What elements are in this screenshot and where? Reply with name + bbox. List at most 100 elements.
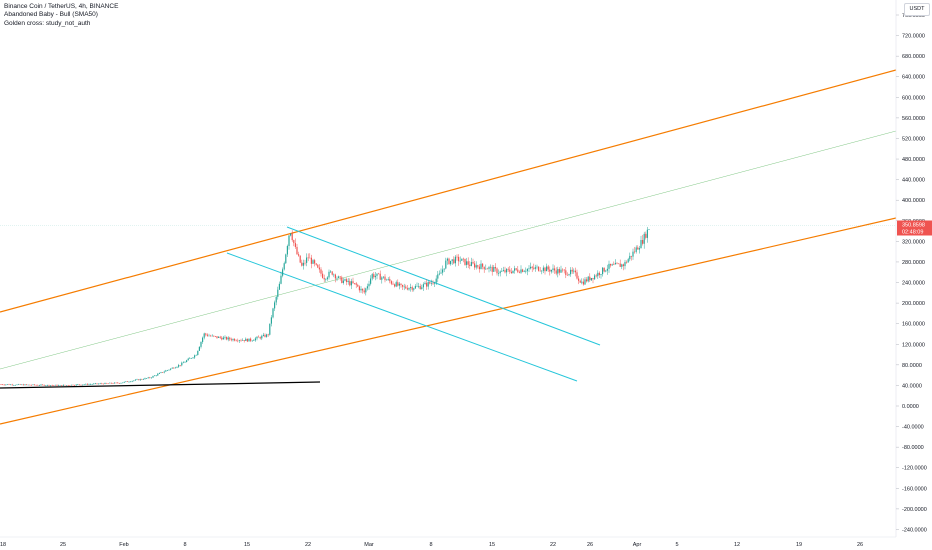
candle-body — [608, 263, 610, 269]
candle-body — [269, 323, 271, 335]
candle-body — [141, 379, 143, 380]
candle-body — [430, 283, 432, 284]
candle-body — [43, 384, 45, 386]
channel-mid-line — [0, 130, 897, 370]
time-label: Mar — [364, 542, 374, 548]
candle-body — [243, 340, 245, 341]
candle-body — [440, 272, 442, 274]
candle-body — [346, 279, 348, 283]
candle-body — [611, 264, 613, 266]
price-axis[interactable]: 760.0000 720.0000 680.0000 640.0000 600.0000… — [0, 0, 927, 538]
candle-body — [566, 274, 568, 276]
candle-body — [66, 385, 68, 386]
candle-body — [382, 276, 384, 278]
price-label: 120.0000 — [902, 342, 925, 348]
candle-body — [222, 337, 224, 340]
candle-body — [283, 263, 285, 270]
candle-body — [114, 382, 116, 384]
price-label: 240.0000 — [902, 281, 925, 287]
candle-body — [514, 268, 516, 271]
candle-body — [176, 366, 178, 368]
candle-body — [187, 358, 189, 361]
price-label: 480.0000 — [902, 157, 925, 163]
candle-body — [557, 269, 559, 274]
candle-body — [590, 277, 592, 281]
symbol-title[interactable]: Binance Coin / TetherUS, 4h, BINANCE — [4, 3, 119, 10]
candle-body — [198, 346, 200, 351]
candle-body — [474, 263, 476, 268]
candle-body — [502, 270, 504, 272]
candle-body — [349, 281, 351, 286]
candle-body — [429, 282, 431, 284]
price-label: 560.0000 — [902, 116, 925, 122]
candle-body — [274, 302, 276, 309]
candle-body — [418, 286, 420, 287]
candle-body — [629, 255, 631, 260]
candle-body — [347, 281, 349, 283]
candle-body — [379, 273, 381, 280]
candle-body — [626, 261, 628, 263]
candle-body — [493, 267, 495, 272]
candle-body — [570, 269, 572, 275]
currency-label[interactable]: USDT — [904, 3, 930, 16]
candle-body — [394, 284, 396, 287]
indicator-golden-cross[interactable]: Golden cross: study_not_auth — [4, 19, 91, 27]
candle-body — [642, 240, 644, 244]
candle-body — [213, 335, 215, 337]
candle-body — [245, 338, 247, 341]
candle-body — [621, 264, 623, 267]
price-label: -40.0000 — [902, 425, 924, 431]
indicator-abandoned-baby[interactable]: Abandoned Baby - Bull (SMA50) — [4, 11, 98, 19]
candle-body — [58, 385, 60, 386]
candle-body — [91, 384, 93, 385]
candle-body — [264, 334, 266, 337]
candle-body — [466, 261, 468, 265]
price-label: 200.0000 — [902, 301, 925, 307]
candle-body — [488, 267, 490, 269]
time-label: 19 — [796, 542, 802, 548]
candle-body — [467, 261, 469, 265]
candle-body — [115, 382, 117, 384]
candle-body — [534, 267, 536, 269]
price-label: -200.0000 — [902, 507, 927, 513]
candle-body — [586, 279, 588, 282]
time-label: 25 — [60, 542, 66, 548]
candle-body — [371, 274, 373, 279]
candle-body — [126, 381, 128, 383]
candle-body — [310, 257, 312, 264]
candle-body — [587, 276, 589, 282]
candle-body — [426, 282, 428, 287]
support-line — [0, 381, 321, 389]
candle-body — [373, 274, 375, 278]
candle-body — [186, 360, 188, 363]
candle-body — [453, 259, 455, 264]
candle-body — [357, 284, 359, 287]
candle-body — [214, 336, 216, 337]
candle-body — [424, 282, 426, 285]
candle-body — [307, 257, 309, 259]
candle-body — [117, 382, 119, 384]
candle-body — [459, 260, 461, 262]
candle-body — [272, 308, 274, 318]
candle-body — [261, 335, 263, 339]
candle-body — [536, 266, 538, 268]
candle-body — [190, 358, 192, 359]
candle-body — [238, 340, 240, 342]
candle-body — [85, 383, 87, 385]
candle-body — [106, 382, 108, 384]
candle-body — [362, 288, 364, 291]
candle-body — [637, 247, 639, 250]
candle-body — [304, 262, 306, 264]
candle-body — [386, 279, 388, 281]
candle-body — [133, 380, 135, 382]
candle-body — [288, 235, 290, 246]
candle-body — [13, 385, 15, 386]
price-label: -120.0000 — [902, 466, 927, 472]
candle-body — [181, 362, 183, 366]
candle-body — [123, 381, 125, 383]
candle-body — [144, 378, 146, 380]
candle-body — [122, 382, 124, 384]
time-axis[interactable]: 18 25 Feb 8 15 22 Mar 8 15 22 26 Apr 5 12 19 26 — [0, 542, 863, 548]
candle-body — [256, 336, 258, 339]
